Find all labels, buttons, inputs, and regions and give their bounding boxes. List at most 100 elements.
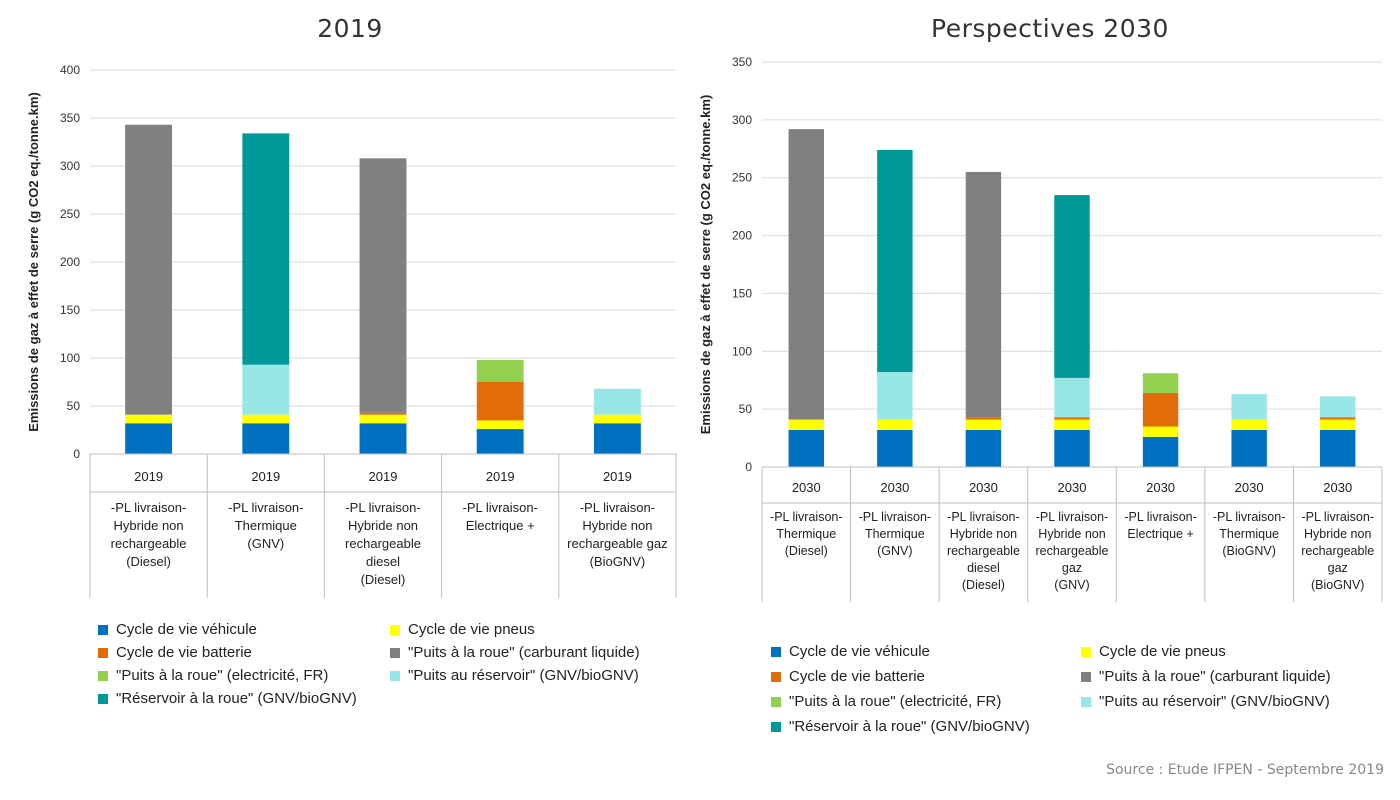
bar-segment	[1054, 377, 1090, 418]
x-tick-label: Hybride non	[950, 527, 1017, 541]
bar-segment	[877, 149, 913, 373]
bar-segment	[593, 414, 641, 424]
bar-segment	[242, 133, 290, 365]
y-tick-label: 150	[732, 286, 752, 300]
legend-swatch	[771, 697, 781, 707]
bar-segment	[1320, 429, 1356, 467]
x-tick-label: gaz	[1328, 561, 1348, 575]
legend-swatch	[1081, 672, 1091, 682]
x-tick-label-year: 2030	[880, 480, 909, 495]
legend-swatch	[390, 648, 400, 658]
bar-segment	[965, 419, 1002, 430]
bar-segment	[1231, 394, 1267, 420]
bar-segment	[125, 124, 173, 415]
source-note: Source : Etude IFPEN - Septembre 2019	[1106, 762, 1384, 778]
legend-swatch	[771, 672, 781, 682]
x-tick-label: Electrique +	[466, 518, 535, 533]
y-tick-label: 400	[60, 63, 80, 77]
y-tick-label: 250	[732, 171, 752, 185]
y-tick-label: 50	[739, 402, 753, 416]
bar-segment	[877, 429, 913, 467]
y-tick-label: 350	[732, 55, 752, 69]
x-tick-label: -PL livraison-	[1301, 510, 1373, 524]
bar-segment	[359, 158, 407, 413]
y-tick-label: 350	[60, 111, 80, 125]
y-tick-label: 0	[73, 447, 80, 461]
x-tick-label: rechargeable	[345, 536, 421, 551]
x-tick-label: rechargeable gaz	[567, 536, 667, 551]
x-tick-label-year: 2030	[1323, 480, 1352, 495]
bar-segment	[1054, 195, 1090, 378]
legend-label: Cycle de vie batterie	[116, 644, 252, 661]
x-tick-label-year: 2030	[969, 480, 998, 495]
bar-segment	[788, 129, 824, 420]
x-tick-label: rechargeable	[111, 536, 187, 551]
x-tick-label-year: 2030	[1235, 480, 1264, 495]
chart-title-2030: Perspectives 2030	[931, 14, 1169, 43]
x-tick-label: (GNV)	[1054, 578, 1089, 592]
bar-segment	[1320, 419, 1356, 430]
y-tick-label: 300	[60, 159, 80, 173]
chart-2019: 0 50 100 150 200 250 300 350 400 Emissions de gaz…	[26, 63, 677, 707]
x-tick-label-year: 2030	[1058, 480, 1087, 495]
bar-segment	[125, 414, 173, 424]
y-tick-label: 100	[732, 344, 752, 358]
x-tick-label: Hybride non	[114, 518, 184, 533]
x-tick-label: -PL livraison-	[859, 510, 931, 524]
bar-segment	[877, 372, 913, 420]
x-tick-label: Electrique +	[1127, 527, 1193, 541]
bar-segment	[1320, 396, 1356, 418]
x-tick-label: Hybride non	[348, 518, 418, 533]
bar-segment	[877, 419, 913, 430]
bar-segment	[788, 429, 824, 467]
bar-segment	[965, 417, 1002, 420]
x-tick-label: rechargeable	[947, 544, 1020, 558]
bar-segment	[359, 423, 407, 454]
x-tick-label: -PL livraison-	[228, 500, 303, 515]
legend-swatch	[98, 625, 108, 635]
legend-swatch	[1081, 647, 1091, 657]
x-tick-label-year: 2030	[1146, 480, 1175, 495]
bar-segment	[1054, 417, 1090, 420]
bar-segment	[1142, 436, 1179, 467]
x-tick-label: -PL livraison-	[111, 500, 186, 515]
x-tick-label: diesel	[967, 561, 1000, 575]
legend-label: "Puits à la roue" (carburant liquide)	[1099, 668, 1331, 685]
bar-segment	[965, 171, 1002, 418]
y-tick-label: 150	[60, 303, 80, 317]
bar-segment	[1231, 429, 1267, 467]
legend-label: "Puits à la roue" (carburant liquide)	[408, 644, 640, 661]
legend-swatch	[98, 671, 108, 681]
legend-swatch	[1081, 697, 1091, 707]
bar-segment	[965, 429, 1002, 467]
x-tick-label: -PL livraison-	[947, 510, 1019, 524]
x-tick-label-year: 2019	[369, 469, 398, 484]
legend-label: Cycle de vie véhicule	[116, 621, 257, 638]
x-tick-label: -PL livraison-	[580, 500, 655, 515]
bar-segment	[476, 420, 524, 430]
x-tick-label: (BioGNV)	[590, 554, 646, 569]
legend-label: "Puits à la roue" (electricité, FR)	[116, 667, 328, 684]
y-tick-label: 200	[732, 229, 752, 243]
y-tick-label: 50	[67, 399, 81, 413]
legend-label: "Réservoir à la roue" (GNV/bioGNV)	[789, 718, 1030, 735]
legend-label: Cycle de vie pneus	[408, 621, 535, 638]
x-tick-label-year: 2030	[792, 480, 821, 495]
chart-title-2019: 2019	[317, 14, 383, 43]
bar-segment	[788, 419, 824, 430]
x-tick-label: (Diesel)	[126, 554, 171, 569]
x-tick-label-year: 2019	[486, 469, 515, 484]
legend-swatch	[771, 722, 781, 732]
legend-swatch	[98, 648, 108, 658]
y-axis-label: Emissions de gaz à effet de serre (g CO2…	[700, 95, 713, 435]
x-tick-label-year: 2019	[251, 469, 280, 484]
legend-swatch	[98, 694, 108, 704]
bar-segment	[1142, 426, 1179, 437]
bar-segment	[1142, 392, 1179, 427]
bar-segment	[242, 414, 290, 424]
y-tick-label: 0	[745, 460, 752, 474]
x-tick-label: (BioGNV)	[1311, 578, 1364, 592]
bar-segment	[1054, 419, 1090, 430]
x-tick-label: -PL livraison-	[770, 510, 842, 524]
legend-label: "Puits à la roue" (electricité, FR)	[789, 693, 1001, 710]
